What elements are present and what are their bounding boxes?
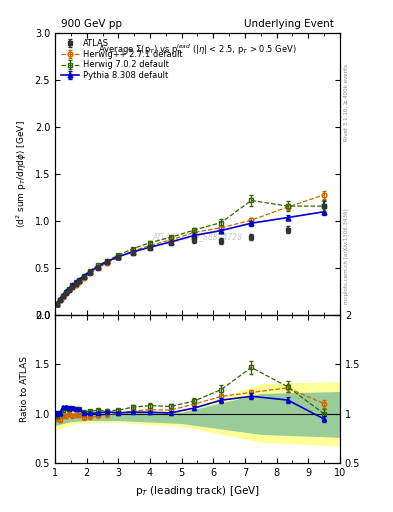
Text: ATLAS_2010_S8894728: ATLAS_2010_S8894728	[152, 231, 242, 241]
Y-axis label: $\langle$d$^2$ sum p$_T$/d$\eta$d$\phi$$\rangle$ [GeV]: $\langle$d$^2$ sum p$_T$/d$\eta$d$\phi$$…	[15, 120, 29, 228]
Text: Rivet 3.1.10, ≥ 400k events: Rivet 3.1.10, ≥ 400k events	[344, 64, 349, 141]
Legend: ATLAS, Herwig++ 2.7.1 default, Herwig 7.0.2 default, Pythia 8.308 default: ATLAS, Herwig++ 2.7.1 default, Herwig 7.…	[59, 37, 184, 82]
Text: 900 GeV pp: 900 GeV pp	[61, 19, 122, 29]
Text: Average $\Sigma$(p$_T$) vs p$_T^{lead}$ ($|\eta|$ < 2.5, p$_T$ > 0.5 GeV): Average $\Sigma$(p$_T$) vs p$_T^{lead}$ …	[98, 42, 297, 57]
Y-axis label: Ratio to ATLAS: Ratio to ATLAS	[20, 356, 29, 422]
Text: Underlying Event: Underlying Event	[244, 19, 334, 29]
X-axis label: p$_T$ (leading track) [GeV]: p$_T$ (leading track) [GeV]	[135, 484, 260, 498]
Text: mcplots.cern.ch [arXiv:1306.3436]: mcplots.cern.ch [arXiv:1306.3436]	[344, 208, 349, 304]
